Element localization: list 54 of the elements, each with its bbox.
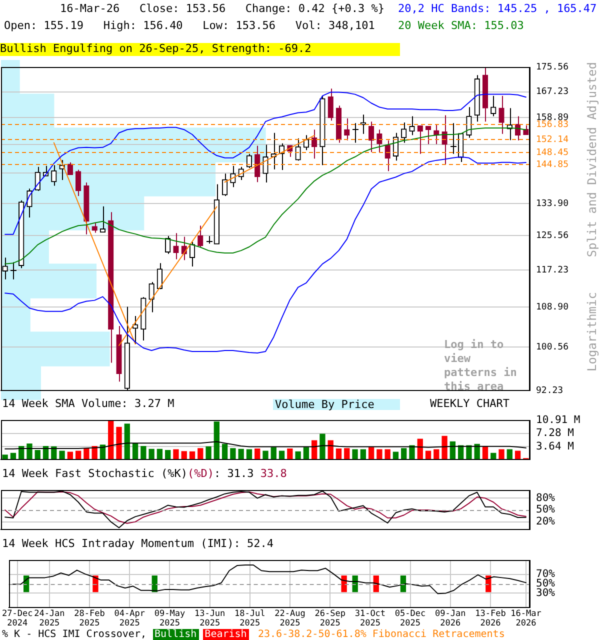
x-tick-label: 13-Feb 2026	[475, 609, 506, 629]
ref-line-label: 156.83	[536, 120, 569, 130]
x-tick-label: 27-Dec 2024	[2, 609, 33, 629]
y-tick-label: 30%	[536, 586, 556, 599]
ref-line-label: 144.85	[536, 160, 569, 170]
series-label: (%D)	[187, 467, 214, 480]
y-tick-label: 167.23	[536, 87, 569, 98]
x-tick-label: 28-Feb 2025	[74, 609, 105, 629]
y-tick-label: 133.90	[536, 198, 569, 209]
chart-subtitle: Open: 155.19 High: 156.40 Low: 153.56 Vol: 348,101	[4, 19, 375, 32]
y-tick-label: 117.23	[536, 266, 569, 276]
ref-line-label: 152.14	[536, 134, 569, 145]
y-tick-label: 175.56	[536, 62, 569, 73]
x-tick-label: 09-May 2025	[154, 609, 186, 629]
y-tick-label: 92.23	[536, 386, 564, 396]
y-tick-label: 10.91 M	[536, 414, 580, 426]
y-axis-title: Split and Dividend Adjusted	[585, 62, 599, 258]
text: Bullish Engulfing on 26-Sep-25, Strength: -69.2	[0, 42, 400, 56]
legend-title: % K - HCS IMI Crossover,	[2, 629, 148, 640]
text: : 31.3	[214, 467, 254, 480]
text: WEEKLY CHART	[430, 397, 510, 410]
text: 33.8	[259, 467, 287, 480]
chart-title: 14 Week Fast Stochastic	[2, 467, 156, 480]
x-tick-label: 13-Jun 2025	[194, 609, 226, 629]
text: Bearish	[202, 629, 249, 640]
y-tick-label: 50%	[536, 504, 556, 516]
chart-title: 14 Week HCS Intraday Momentum (IMI): 52.4	[2, 537, 274, 550]
x-tick-label: 22-Aug 2025	[274, 609, 306, 629]
y-tick-label: 125.56	[536, 231, 569, 242]
x-tick-label: 24-Jan 2025	[34, 609, 65, 629]
x-tick-label: 16-Mar 2026	[510, 609, 542, 629]
text: Volume By Price	[275, 398, 374, 411]
text: Logarithmic	[585, 292, 599, 372]
y-tick-label: 20%	[536, 516, 556, 528]
y-tick-label: 108.90	[536, 302, 569, 313]
ref-line-label: 148.45	[536, 148, 569, 158]
text: 23.6-38.2-50-61.8% Fibonacci Retracements	[258, 629, 505, 640]
y-tick-label: 3.64 M	[536, 440, 574, 452]
text: (%K)	[160, 467, 188, 480]
text: 20 Week SMA: 155.03	[398, 19, 524, 32]
chart-title: 16-Mar-26 Close: 153.56 Change: 0.42 {+0.3 %}	[60, 2, 385, 15]
chart-title: 14 Week SMA Volume: 3.27 M	[2, 397, 174, 410]
y-tick-label: 7.28 M	[536, 427, 574, 440]
x-tick-label: 18-Jul 2025	[234, 609, 266, 629]
x-tick-label: 31-Oct 2025	[354, 609, 386, 629]
x-tick-label: 04-Apr 2025	[114, 609, 145, 629]
x-tick-label: 26-Sep 2025	[314, 609, 346, 629]
y-tick-label: 80%	[536, 492, 556, 504]
annotation: Log in to view patterns in this area	[444, 338, 518, 394]
text: 20,2 HC Bands: 145.25 , 165.47	[398, 2, 597, 15]
text: Bullish	[152, 629, 199, 640]
y-tick-label: 100.56	[536, 342, 569, 353]
x-tick-label: 09-Jan 2026	[435, 609, 466, 629]
x-tick-label: 05-Dec 2025	[394, 609, 426, 629]
